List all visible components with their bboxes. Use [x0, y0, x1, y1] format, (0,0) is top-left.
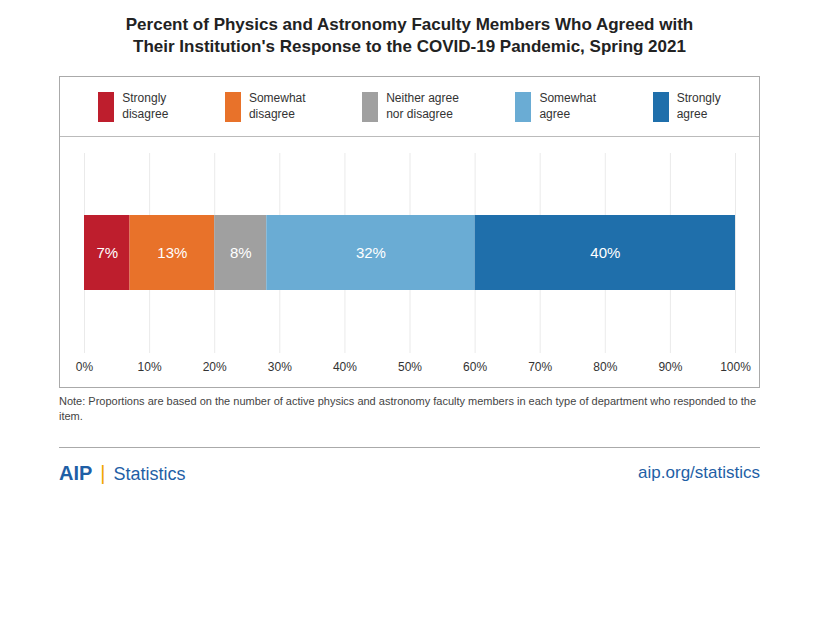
svg-text:100%: 100%	[720, 360, 751, 374]
svg-text:10%: 10%	[138, 360, 162, 374]
html-text:Somewhat disagree: Somewhat disagree	[248, 91, 306, 121]
svg-text:40%: 40%	[333, 360, 357, 374]
svg-text:7%: 7%	[96, 244, 118, 261]
svg-text:13%: 13%	[157, 244, 187, 261]
html-text:Strongly agree: Strongly agree	[676, 91, 721, 121]
svg-text:80%: 80%	[593, 360, 617, 374]
svg-text:20%: 20%	[203, 360, 227, 374]
svg-text:50%: 50%	[398, 360, 422, 374]
html-text:Neither agree nor disagree: Neither agree nor disagree	[386, 91, 459, 121]
html-text:aip.org/statistics: aip.org/statistics	[638, 463, 760, 483]
svg-text:90%: 90%	[658, 360, 682, 374]
svg-text:32%: 32%	[356, 244, 386, 261]
html-text:Note: Proportions are based on: Note: Proportions are based on the numbe…	[59, 395, 757, 422]
html-text:Strongly disagree: Strongly disagree	[122, 91, 169, 121]
svg-text:40%: 40%	[590, 244, 620, 261]
html-text:AIP | Statistics: AIP | Statistics	[59, 462, 186, 484]
html-text:Percent of Physics and Astrono: Percent of Physics and Astronomy Faculty…	[125, 15, 694, 57]
html-text:Somewhat agree: Somewhat agree	[539, 91, 597, 121]
svg-text:0%: 0%	[76, 360, 94, 374]
svg-text:8%: 8%	[230, 244, 252, 261]
svg-text:30%: 30%	[268, 360, 292, 374]
svg-text:60%: 60%	[463, 360, 487, 374]
svg-text:70%: 70%	[528, 360, 552, 374]
